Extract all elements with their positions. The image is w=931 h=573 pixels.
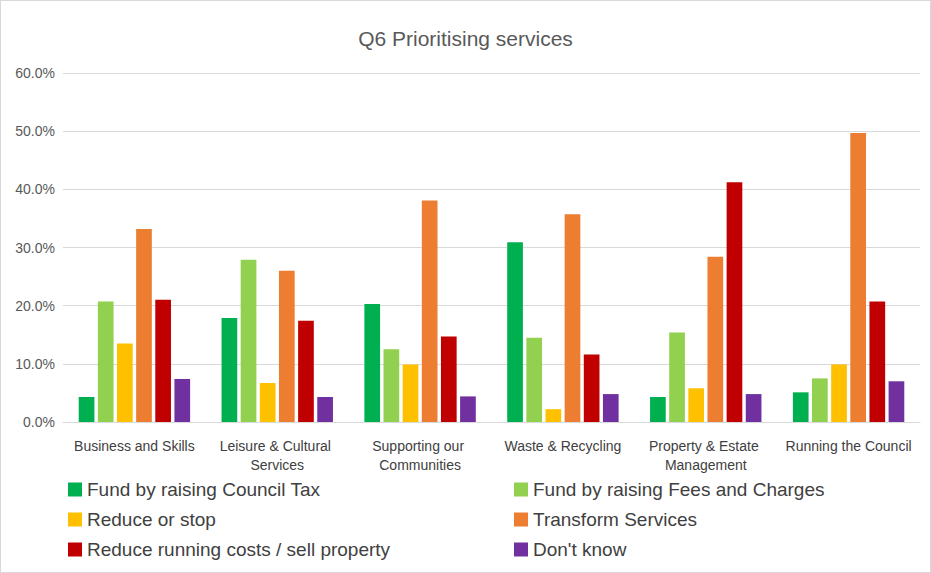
svg-text:Communities: Communities <box>379 457 461 473</box>
svg-text:30.0%: 30.0% <box>15 240 55 256</box>
svg-text:50.0%: 50.0% <box>15 123 55 139</box>
svg-text:60.0%: 60.0% <box>15 65 55 81</box>
svg-text:20.0%: 20.0% <box>15 298 55 314</box>
svg-text:Fund by raising Fees and Charg: Fund by raising Fees and Charges <box>533 479 825 500</box>
svg-text:Services: Services <box>250 457 304 473</box>
svg-text:10.0%: 10.0% <box>15 356 55 372</box>
svg-text:Don't know: Don't know <box>533 539 627 560</box>
svg-text:Running the Council: Running the Council <box>786 438 912 454</box>
svg-text:40.0%: 40.0% <box>15 181 55 197</box>
svg-text:Reduce or stop: Reduce or stop <box>87 509 216 530</box>
svg-text:0.0%: 0.0% <box>23 414 55 430</box>
svg-text:Fund by raising Council Tax: Fund by raising Council Tax <box>87 479 321 500</box>
svg-text:Transform Services: Transform Services <box>533 509 697 530</box>
svg-text:Reduce running costs / sell pr: Reduce running costs / sell property <box>87 539 391 560</box>
svg-text:Supporting our: Supporting our <box>372 438 468 454</box>
svg-text:Property & Estate: Property & Estate <box>649 438 763 454</box>
svg-text:Management: Management <box>665 457 747 473</box>
svg-text:Q6 Prioritising services: Q6 Prioritising services <box>358 27 573 50</box>
svg-text:Business and Skills: Business and Skills <box>74 438 195 454</box>
svg-text:Leisure & Cultural: Leisure & Cultural <box>220 438 335 454</box>
svg-text:Waste & Recycling: Waste & Recycling <box>504 438 621 454</box>
